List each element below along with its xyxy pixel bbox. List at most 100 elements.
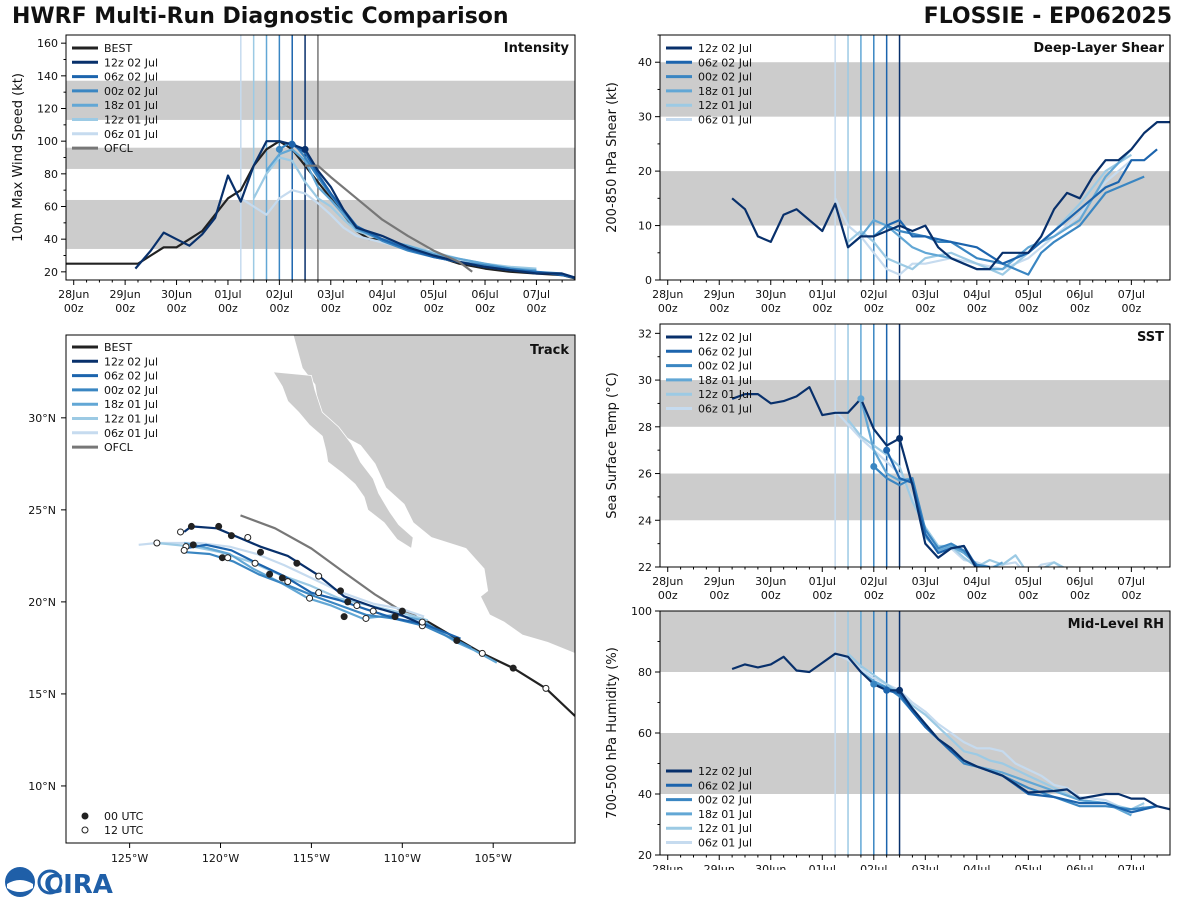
legend-label: 06z 02 Jul [698,779,752,792]
y-tick-label: 100 [37,135,58,148]
x-tick-label-date: 02Jul [860,575,887,588]
track-line-r06z02 [184,543,461,640]
marker-legend-label: 00 UTC [104,810,144,823]
x-tick-label-date: 07Jul [523,288,550,301]
shaded-band [66,147,575,169]
x-tick-label-hour: 00z [967,302,987,315]
noaa-logo-wave [7,880,33,892]
y-tick-label: 32 [638,327,652,340]
x-tick-label-date: 28Jun [652,288,683,301]
legend-label: 06z 02 Jul [698,345,752,358]
legend-label: OFCL [104,441,134,454]
legend-label: 12z 02 Jul [698,42,752,55]
cira-logo: CIRA [5,867,113,898]
x-tick-label-hour: 00z [372,302,392,315]
y-tick-label: 160 [37,37,58,50]
legend-label: 06z 01 Jul [104,128,158,141]
legend-label: 12z 01 Jul [104,413,158,426]
series-line-r18z01 [265,148,537,272]
legend-label: 18z 01 Jul [104,398,158,411]
legend-label: 12z 01 Jul [104,114,158,127]
track-marker-00utc [453,637,461,645]
x-tick-label-hour: 00z [709,589,729,602]
x-tick-label-hour: 00z [915,302,935,315]
legend-label: 00z 02 Jul [104,384,158,397]
x-tick-label-hour: 00z [1018,589,1038,602]
track-marker-00utc [391,613,399,621]
legend-label: OFCL [104,142,134,155]
x-tick-label-date: 01Jul [809,863,836,870]
init-dot-r12z02 [896,434,904,442]
x-tick-label-date: 29Jun [110,288,141,301]
y-tick-label: 40 [44,233,58,246]
x-tick-label-date: 30Jun [755,863,786,870]
plot-frame [659,323,1171,568]
legend-label: 00z 02 Jul [698,71,752,84]
track-marker-12utc [153,539,161,547]
x-tick-label-date: 03Jul [912,575,939,588]
marker-legend-symbol [81,826,89,834]
x-tick-label-date: 07Jul [1118,575,1145,588]
series-line-r06z02 [291,143,575,279]
track-marker-00utc [266,570,274,578]
x-tick-label-date: 05Jul [420,288,447,301]
y-tick-label: 30 [638,374,652,387]
y-tick-label: 20 [638,849,652,862]
init-dot-r00z02 [870,680,878,688]
series-line-r12z01 [847,419,1066,567]
intensity-panel: 2040608010012014016028Jun00z29Jun00z30Ju… [11,34,576,315]
x-tick-label-date: 04Jul [369,288,396,301]
track-marker-12utc [306,594,314,602]
track-marker-00utc [257,548,265,556]
track-marker-12utc [177,528,185,536]
series-line-OFCL [305,164,473,273]
track-marker-00utc [509,664,517,672]
cira-logo-text: CIRA [44,870,113,898]
init-dot-r18z01 [857,395,865,403]
x-tick-label-date: 07Jul [1118,863,1145,870]
legend-label: 06z 02 Jul [698,56,752,69]
sst-plot-area [660,324,1170,567]
x-tick-label-date: 05Jul [1015,863,1042,870]
shaded-band [660,62,1170,117]
legend-label: 06z 02 Jul [104,370,158,383]
y-tick-label: 0 [645,274,652,287]
storm-title: FLOSSIE - EP062025 [923,4,1172,29]
x-tick-label-date: 29Jun [704,575,735,588]
init-dot-r12z02 [896,686,904,694]
x-tick-label-hour: 00z [1070,302,1090,315]
x-tick-label-date: 04Jul [963,575,990,588]
track-marker-00utc [398,607,406,615]
rh-plot-area [660,611,1170,855]
y-tick-label: 40 [638,56,652,69]
land-polygon [272,371,414,550]
x-tick-label-hour: 00z [1018,302,1038,315]
plot-frame [659,34,1171,281]
init-dot-r06z02 [883,686,891,694]
legend-label: 12z 02 Jul [104,56,158,69]
legend-label: 06z 01 Jul [104,427,158,440]
x-tick-label-date: 06Jul [1066,575,1093,588]
x-tick-label-hour: 00z [761,302,781,315]
init-dot-r12z02 [301,145,309,153]
lon-tick-label: 120°W [202,852,239,865]
y-tick-label: 22 [638,561,652,574]
track-panel: 125°W 120°W 115°W 110°W 105°W 10°N 15°N 20°N 25°… [28,334,576,865]
track-marker-12utc [418,618,426,626]
cira-globe-icon [37,869,63,895]
x-tick-label-date: 01Jul [809,575,836,588]
y-tick-label: 20 [638,165,652,178]
track-marker-00utc [189,541,197,549]
x-tick-label-hour: 00z [269,302,289,315]
legend-label: 18z 01 Jul [698,85,752,98]
track-marker-00utc [344,598,352,606]
x-tick-label-date: 02Jul [860,863,887,870]
legend-label: 12z 02 Jul [698,331,752,344]
legend-label: 12z 01 Jul [698,99,752,112]
x-tick-label-hour: 00z [761,589,781,602]
lon-tick-label: 125°W [111,852,148,865]
y-tick-label: 40 [638,788,652,801]
y-tick-label: 20 [44,266,58,279]
shear-ylabel: 200-850 hPa Shear (kt) [605,82,620,233]
x-tick-label-hour: 00z [1070,589,1090,602]
